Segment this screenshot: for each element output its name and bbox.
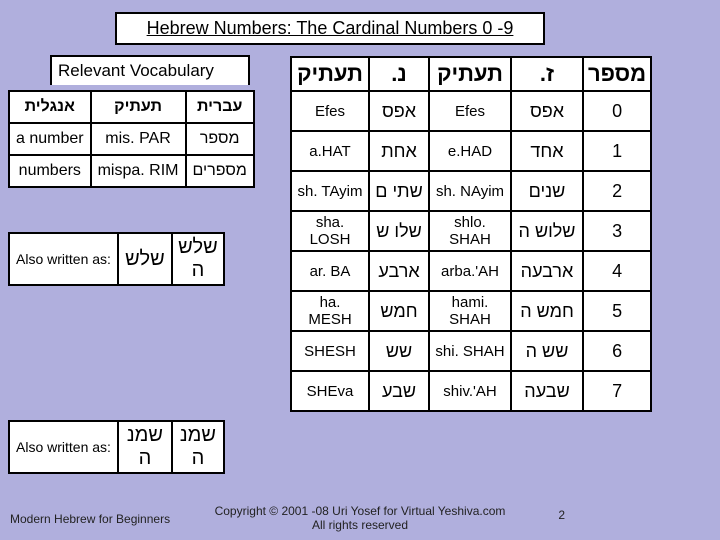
table-row: SHESHששshi. SHAHשש ה6 bbox=[291, 331, 651, 371]
vocab-head-heb: עברית bbox=[186, 91, 254, 123]
cell: אפס bbox=[369, 91, 429, 131]
table-row: EfesאפסEfesאפס0 bbox=[291, 91, 651, 131]
main-header-row: תעתיק נ. תעתיק ז. מספר bbox=[291, 57, 651, 91]
cell: e.HAD bbox=[429, 131, 511, 171]
cell: שבעה bbox=[511, 371, 583, 411]
footer-left: Modern Hebrew for Beginners bbox=[10, 512, 170, 526]
cell: Efes bbox=[291, 91, 369, 131]
table-row: SHEvaשבעshiv.'AHשבעה7 bbox=[291, 371, 651, 411]
vocab-trans: mispa. RIM bbox=[91, 155, 186, 187]
cell: שלו ש bbox=[369, 211, 429, 251]
cell: shiv.'AH bbox=[429, 371, 511, 411]
vocab-head-trans: תעתיק bbox=[91, 91, 186, 123]
footer-center: Copyright © 2001 -08 Uri Yosef for Virtu… bbox=[210, 504, 510, 532]
cell: SHESH bbox=[291, 331, 369, 371]
cell: אחת bbox=[369, 131, 429, 171]
vocab-row: a number mis. PAR מספר bbox=[9, 123, 254, 155]
cell: sh. NAyim bbox=[429, 171, 511, 211]
also-label: Also written as: bbox=[10, 422, 119, 472]
cell: SHEva bbox=[291, 371, 369, 411]
vocab-header-row: אנגלית תעתיק עברית bbox=[9, 91, 254, 123]
table-row: ar. BAארבעarba.'AHארבעה4 bbox=[291, 251, 651, 291]
cell: hami. SHAH bbox=[429, 291, 511, 331]
head-masc: ז. bbox=[511, 57, 583, 91]
head-fem: נ. bbox=[369, 57, 429, 91]
cell: ha. MESH bbox=[291, 291, 369, 331]
cell: sha. LOSH bbox=[291, 211, 369, 251]
table-row: a.HATאחתe.HADאחד1 bbox=[291, 131, 651, 171]
title-text: Hebrew Numbers: The Cardinal Numbers 0 -… bbox=[147, 18, 514, 38]
vocab-head-eng: אנגלית bbox=[9, 91, 91, 123]
cell: שבע bbox=[369, 371, 429, 411]
vocab-row: numbers mispa. RIM מספרים bbox=[9, 155, 254, 187]
cell: חמש bbox=[369, 291, 429, 331]
cell: 6 bbox=[583, 331, 651, 371]
footer-right: 2 bbox=[558, 508, 565, 522]
page-title: Hebrew Numbers: The Cardinal Numbers 0 -… bbox=[115, 12, 545, 45]
cell: אפס bbox=[511, 91, 583, 131]
cell: ar. BA bbox=[291, 251, 369, 291]
also-cell: שלש bbox=[119, 234, 171, 284]
cell: shlo. SHAH bbox=[429, 211, 511, 251]
vocab-trans: mis. PAR bbox=[91, 123, 186, 155]
vocab-table: אנגלית תעתיק עברית a number mis. PAR מספ… bbox=[8, 90, 255, 188]
cell: אחד bbox=[511, 131, 583, 171]
cell: 2 bbox=[583, 171, 651, 211]
cell: שש ה bbox=[511, 331, 583, 371]
also-written-2: Also written as: שמנ ה שמנ ה bbox=[8, 420, 225, 474]
cell: שנים bbox=[511, 171, 583, 211]
cell: שתי ם bbox=[369, 171, 429, 211]
table-row: ha. MESHחמשhami. SHAHחמש ה5 bbox=[291, 291, 651, 331]
cell: a.HAT bbox=[291, 131, 369, 171]
head-num: מספר bbox=[583, 57, 651, 91]
cell: Efes bbox=[429, 91, 511, 131]
cell: 7 bbox=[583, 371, 651, 411]
cell: 3 bbox=[583, 211, 651, 251]
also-cell: שלש ה bbox=[171, 234, 223, 284]
also-cell: שמנ ה bbox=[119, 422, 171, 472]
cell: ארבעה bbox=[511, 251, 583, 291]
table-row: sha. LOSHשלו שshlo. SHAHשלוש ה3 bbox=[291, 211, 651, 251]
vocab-eng: numbers bbox=[9, 155, 91, 187]
cell: 4 bbox=[583, 251, 651, 291]
cell: ארבע bbox=[369, 251, 429, 291]
also-label: Also written as: bbox=[10, 234, 119, 284]
cell: 1 bbox=[583, 131, 651, 171]
head-translit-m: תעתיק bbox=[429, 57, 511, 91]
vocab-heb: מספרים bbox=[186, 155, 254, 187]
cell: 0 bbox=[583, 91, 651, 131]
cell: sh. TAyim bbox=[291, 171, 369, 211]
cell: 5 bbox=[583, 291, 651, 331]
numbers-table: תעתיק נ. תעתיק ז. מספר EfesאפסEfesאפס0a.… bbox=[290, 56, 652, 412]
also-cell: שמנ ה bbox=[171, 422, 223, 472]
vocab-heb: מספר bbox=[186, 123, 254, 155]
cell: arba.'AH bbox=[429, 251, 511, 291]
head-translit-f: תעתיק bbox=[291, 57, 369, 91]
cell: שש bbox=[369, 331, 429, 371]
also-written-1: Also written as: שלש שלש ה bbox=[8, 232, 225, 286]
vocab-eng: a number bbox=[9, 123, 91, 155]
vocab-title: Relevant Vocabulary bbox=[50, 55, 250, 85]
cell: shi. SHAH bbox=[429, 331, 511, 371]
table-row: sh. TAyimשתי םsh. NAyimשנים2 bbox=[291, 171, 651, 211]
cell: חמש ה bbox=[511, 291, 583, 331]
cell: שלוש ה bbox=[511, 211, 583, 251]
